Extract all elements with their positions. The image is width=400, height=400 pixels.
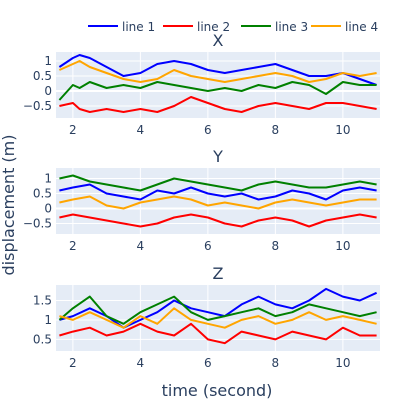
x-tick-label: 10: [335, 123, 350, 137]
y-tick-label: −0.5: [23, 99, 52, 113]
y-tick-label: −0.5: [23, 217, 52, 231]
series-line-line-1: [58, 54, 377, 86]
subplot-y: 10.50−0.5 2 4 6 8 10 Y: [23, 147, 380, 253]
series-line-line-3: [59, 174, 377, 192]
x-tick-label: 2: [69, 123, 77, 137]
legend: line 1 line 2 line 3 line 4: [88, 20, 378, 34]
y-tick-label: 0.5: [33, 69, 52, 83]
legend-label-1: line 1: [122, 20, 155, 34]
x-tick-label: 2: [69, 356, 77, 370]
y-tick-label: 0: [44, 84, 52, 98]
subplot-x: 10.50−0.5 2 4 6 8 10 X: [23, 31, 380, 137]
series-line-line-2: [59, 322, 377, 345]
x-axis-label: time (second): [162, 381, 273, 400]
series-line-line-2: [59, 213, 377, 228]
legend-label-2: line 2: [197, 20, 230, 34]
series-line-line-1: [59, 183, 377, 201]
series-line-line-4: [59, 307, 377, 329]
x-tick-label: 2: [69, 239, 77, 253]
x-tick-label: 4: [137, 123, 145, 137]
y-tick-label: 1.5: [33, 294, 52, 308]
series-line-line-2: [59, 96, 377, 113]
x-tick-label: 8: [272, 239, 280, 253]
subplot-title: Z: [213, 264, 224, 283]
series-line-line-3: [58, 295, 377, 325]
y-tick-label: 0.5: [33, 332, 52, 346]
series-line-line-4: [58, 60, 377, 83]
series-line-line-4: [59, 195, 377, 210]
y-tick-label: 1: [44, 54, 52, 68]
plot-area: [56, 168, 380, 234]
y-tick-label: 0: [44, 202, 52, 216]
x-tick-label: 8: [272, 123, 280, 137]
x-tick-label: 6: [204, 356, 212, 370]
y-tick-label: 1: [44, 313, 52, 327]
x-tick-label: 4: [137, 356, 145, 370]
legend-label-3: line 3: [275, 20, 308, 34]
y-tick-label: 1: [44, 172, 52, 186]
x-tick-label: 10: [335, 239, 350, 253]
series-line-line-3: [58, 81, 377, 101]
x-tick-label: 6: [204, 239, 212, 253]
subplot-title: Y: [212, 147, 223, 166]
y-tick-label: 0.5: [33, 187, 52, 201]
plot-area: [56, 52, 380, 118]
x-tick-label: 4: [137, 239, 145, 253]
subplot-title: X: [213, 31, 224, 50]
y-axis-label: displacement (m): [0, 135, 18, 276]
subplot-z: 1.5 1 0.5 2 4 6 8 10 Z: [33, 264, 380, 370]
x-tick-label: 10: [335, 356, 350, 370]
x-tick-label: 6: [204, 123, 212, 137]
x-tick-label: 8: [272, 356, 280, 370]
legend-label-4: line 4: [345, 20, 378, 34]
